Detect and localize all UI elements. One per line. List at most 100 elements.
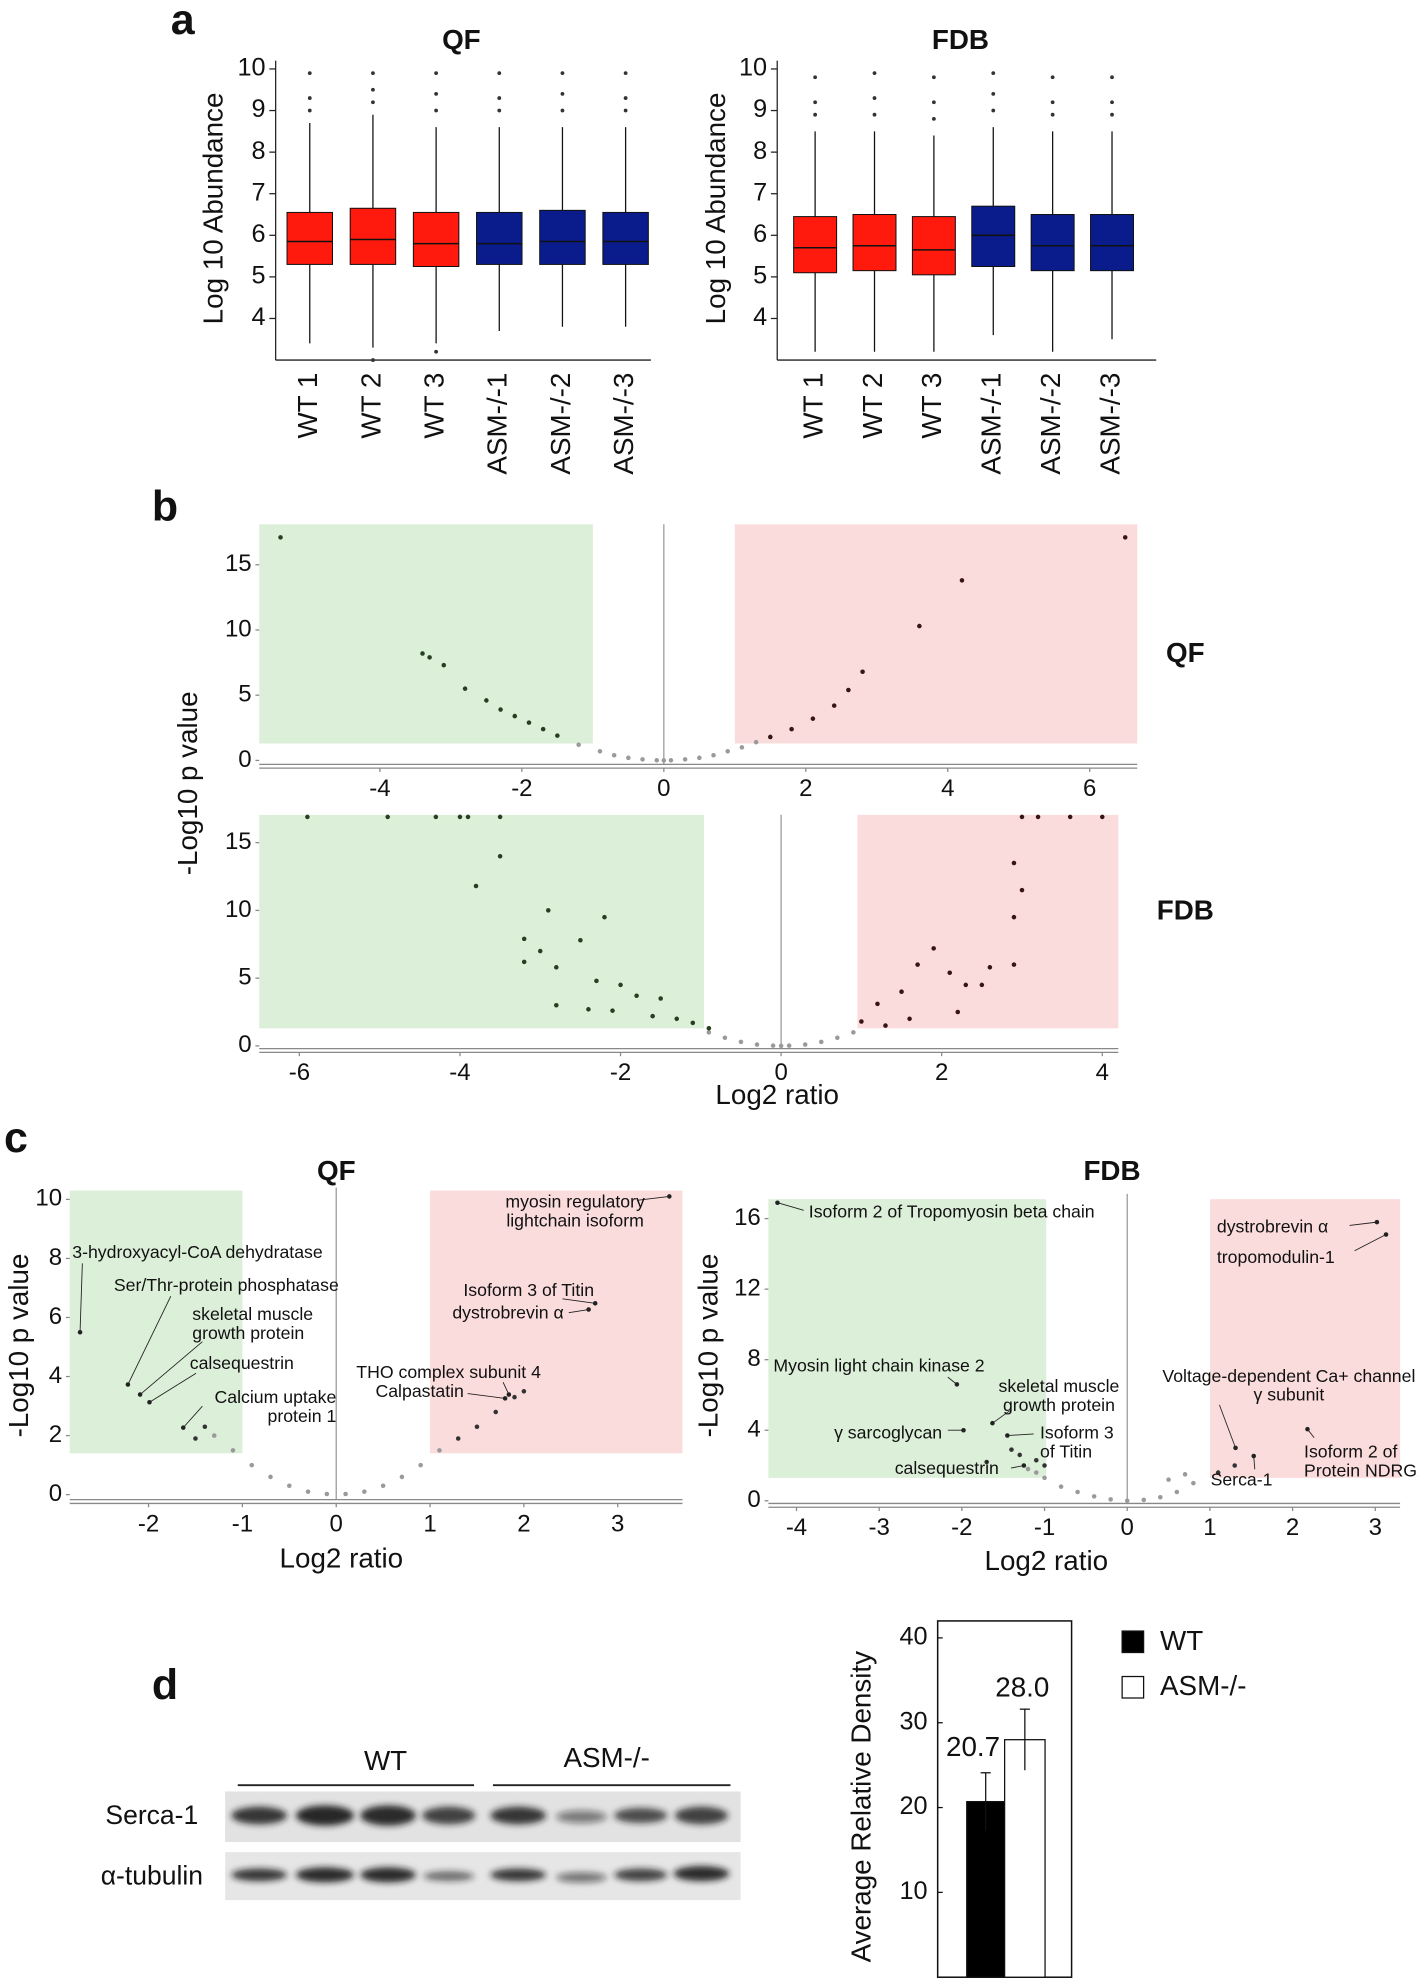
- y-tick-label: 0: [238, 746, 251, 773]
- y-axis-label: -Log10 p value: [172, 691, 203, 875]
- x-tick-label: WT 2: [355, 373, 386, 439]
- leader-line: [568, 1309, 589, 1314]
- x-tick-label: -6: [289, 1059, 310, 1086]
- leader-line: [1218, 1404, 1236, 1449]
- outlier: [497, 71, 502, 76]
- x-tick-label: ASM-/-1: [976, 373, 1007, 475]
- outlier: [813, 75, 818, 80]
- point: [650, 1013, 655, 1019]
- point: [497, 853, 503, 859]
- outlier: [307, 71, 312, 76]
- x-axis-label: Log2 ratio: [985, 1545, 1109, 1576]
- x-tick-label: WT 3: [916, 373, 947, 439]
- point: [706, 1026, 712, 1031]
- point: [594, 978, 599, 984]
- point: [1124, 1498, 1130, 1504]
- legend-label: WT: [1160, 1625, 1203, 1656]
- y-tick-label: 6: [252, 220, 266, 248]
- x-tick-label: 2: [799, 775, 812, 802]
- outlier: [872, 96, 877, 100]
- point: [324, 1491, 330, 1497]
- annotation: lightchain isoform: [506, 1210, 644, 1230]
- point: [193, 1436, 198, 1441]
- point: [711, 752, 716, 758]
- point: [618, 982, 623, 988]
- bar: [966, 1800, 1006, 1978]
- point: [1191, 1480, 1196, 1486]
- leader-line: [127, 1296, 172, 1385]
- point: [521, 959, 527, 965]
- box: [852, 214, 897, 272]
- significance-region: [1209, 1199, 1401, 1478]
- annotated-point: [180, 1425, 186, 1430]
- point: [963, 982, 969, 988]
- outlier: [497, 96, 502, 100]
- outlier: [434, 108, 439, 113]
- point: [597, 749, 603, 754]
- chart-title: QF: [1166, 637, 1205, 668]
- x-tick-label: 3: [611, 1510, 624, 1537]
- annotation: dystrobrevin α: [1217, 1217, 1328, 1237]
- point: [626, 755, 631, 761]
- point: [1215, 1470, 1221, 1475]
- x-tick-label: -1: [1034, 1514, 1055, 1541]
- outlier: [991, 92, 996, 96]
- point: [802, 1042, 808, 1047]
- y-tick-label: 4: [747, 1416, 760, 1443]
- point: [668, 758, 674, 763]
- point: [1011, 860, 1017, 866]
- point: [512, 1394, 517, 1400]
- panel-label: d: [152, 1661, 178, 1709]
- leader-line: [182, 1405, 203, 1428]
- box: [349, 207, 397, 265]
- point: [586, 1007, 591, 1012]
- point: [1075, 1489, 1080, 1495]
- point: [287, 1483, 292, 1489]
- outlier: [813, 100, 818, 105]
- x-tick-label: 0: [774, 1059, 787, 1086]
- point: [211, 1433, 217, 1438]
- annotated-point: [137, 1392, 143, 1397]
- point: [399, 1474, 405, 1480]
- outlier: [813, 112, 818, 117]
- point: [786, 1043, 792, 1048]
- point: [658, 996, 663, 1001]
- outlier: [497, 108, 502, 113]
- significance-region: [768, 1199, 1047, 1478]
- x-tick-label: 1: [423, 1510, 436, 1537]
- point: [1232, 1463, 1237, 1468]
- outlier: [560, 71, 565, 76]
- point: [305, 1489, 311, 1494]
- point: [818, 1039, 824, 1045]
- y-tick-label: 0: [747, 1486, 760, 1513]
- x-tick-label: 6: [1083, 775, 1096, 802]
- annotation: dystrobrevin α: [452, 1303, 563, 1323]
- point: [602, 914, 607, 920]
- annotation: calsequestrin: [190, 1353, 294, 1373]
- point: [931, 946, 936, 951]
- annotation: Isoform 3: [1040, 1423, 1114, 1443]
- point: [690, 1020, 696, 1026]
- annotation: of Titin: [1040, 1442, 1092, 1462]
- annotated-point: [775, 1200, 780, 1205]
- point: [268, 1474, 273, 1480]
- annotated-point: [1233, 1445, 1238, 1451]
- point: [1009, 1447, 1014, 1452]
- point: [725, 749, 730, 754]
- y-tick-label: 8: [753, 137, 767, 165]
- x-tick-label: -4: [449, 1059, 470, 1086]
- leader-line: [638, 1196, 670, 1201]
- point: [437, 1448, 442, 1453]
- outlier: [872, 71, 877, 76]
- leader-line: [467, 1393, 506, 1399]
- x-tick-label: ASM-/-1: [482, 373, 513, 475]
- point: [706, 1030, 712, 1035]
- point: [497, 814, 503, 820]
- point: [521, 1389, 527, 1394]
- point: [959, 578, 965, 583]
- annotation: Ser/Thr-protein phosphatase: [114, 1275, 339, 1295]
- y-tick-label: 8: [747, 1345, 760, 1372]
- outlier: [371, 358, 375, 362]
- value-label: 28.0: [995, 1671, 1049, 1702]
